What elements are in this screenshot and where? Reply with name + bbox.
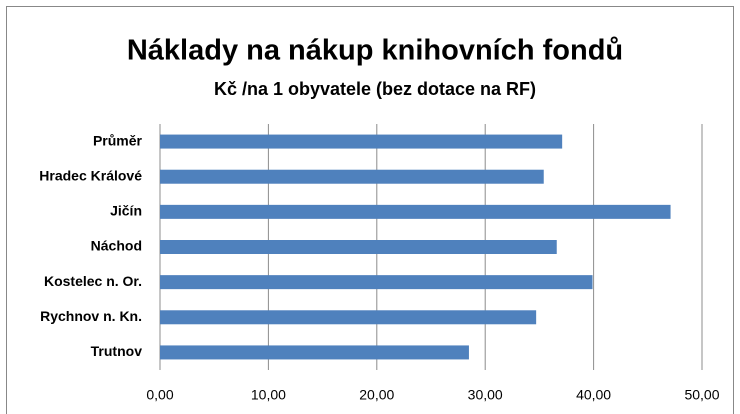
y-tick-label: Trutnov — [91, 343, 143, 359]
x-tick-label: 0,00 — [146, 387, 173, 403]
y-tick-label: Hradec Králové — [39, 167, 142, 183]
y-tick-label: Kostelec n. Or. — [44, 273, 142, 289]
x-tick-label: 40,00 — [576, 387, 611, 403]
chart-subtitle: Kč /na 1 obyvatele (bez dotace na RF) — [214, 79, 536, 99]
bar — [160, 310, 537, 325]
y-tick-label: Náchod — [91, 238, 142, 254]
chart-title: Náklady na nákup knihovních fondů — [127, 35, 623, 67]
y-tick-label: Jičín — [110, 203, 142, 219]
x-tick-label: 20,00 — [359, 387, 394, 403]
bar — [160, 275, 593, 290]
bar — [160, 169, 544, 184]
x-tick-label: 50,00 — [684, 387, 719, 403]
y-tick-label: Rychnov n. Kn. — [40, 308, 142, 324]
bar — [160, 240, 557, 254]
x-tick-label: 30,00 — [468, 387, 503, 403]
bar — [160, 345, 469, 360]
x-tick-label: 10,00 — [251, 387, 286, 403]
bar — [160, 134, 563, 149]
y-tick-label: Průměr — [93, 132, 143, 148]
bar — [160, 204, 671, 219]
